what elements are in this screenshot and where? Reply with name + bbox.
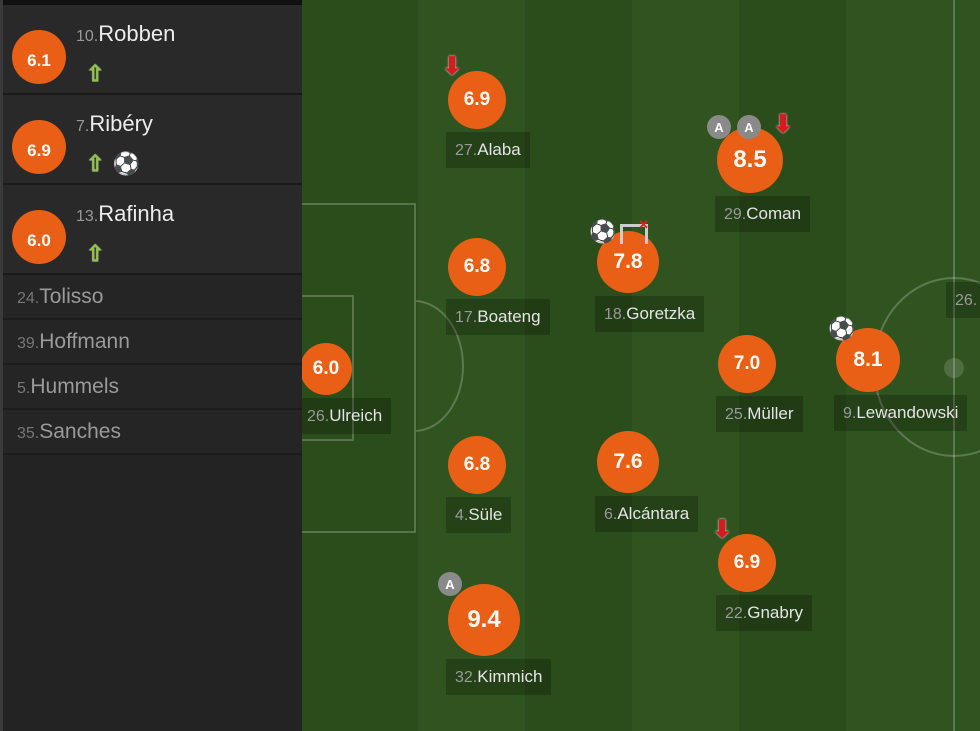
player-name-text: Tolisso — [39, 285, 104, 308]
rating-badge: 9.4 — [448, 584, 520, 656]
player-label: 26. — [946, 282, 980, 318]
assist-icon: A — [707, 115, 731, 139]
goal-ball-icon: ⚽ — [589, 219, 617, 244]
shirt-number: 35. — [17, 425, 40, 442]
player-name-text: Coman — [746, 204, 802, 223]
player-name-text: Süle — [468, 505, 503, 524]
missed-chance-icon: ✕ — [620, 217, 649, 244]
shirt-number: 39. — [17, 335, 40, 352]
shirt-number: 26. — [955, 292, 978, 309]
goal-area — [302, 295, 354, 441]
rating-badge: 6.0 — [302, 343, 352, 395]
rating-badge: 7.0 — [718, 335, 776, 393]
player-label: 6.Alcántara — [595, 496, 699, 532]
assist-icon: A — [737, 115, 761, 139]
event-icons: ⇧ — [86, 61, 104, 87]
halfway-line — [953, 0, 955, 731]
shirt-number: 7. — [76, 118, 90, 135]
player-name-text: Lewandowski — [856, 403, 959, 422]
player-name-text: Kimmich — [477, 667, 543, 686]
player-name-text: Alaba — [477, 140, 521, 159]
bench-row[interactable]: 39.Hoffmann — [3, 320, 302, 365]
substitute-row[interactable]: 6.1 10.Robben ⇧ — [3, 5, 302, 95]
bench-row[interactable]: 5.Hummels — [3, 365, 302, 410]
player-label: 25.Müller — [716, 396, 803, 432]
sub-off-arrow-icon: ⬇ — [442, 53, 463, 80]
player-label: 18.Goretzka — [595, 296, 705, 332]
player-name-text: Sanches — [39, 420, 121, 443]
assist-icon: A — [438, 572, 462, 596]
panel-top-bar — [3, 0, 302, 5]
shirt-number: 32. — [455, 669, 478, 686]
player-label: 9.Lewandowski — [834, 395, 968, 431]
shirt-number: 27. — [455, 142, 478, 159]
player-name: 7.Ribéry — [76, 111, 153, 137]
player-name-text: Müller — [747, 404, 794, 423]
pitch: 6.9 27.Alaba ⬇ 8.5 29.Coman A A ⬇ 6.8 17.Boateng 7… — [302, 0, 980, 731]
rating-badge: 6.8 — [448, 436, 506, 494]
rating-badge: 6.1 — [12, 30, 66, 84]
substitute-row[interactable]: 6.9 7.Ribéry ⇧ ⚽ — [3, 95, 302, 185]
shirt-number: 24. — [17, 290, 40, 307]
shirt-number: 13. — [76, 208, 99, 225]
center-spot — [944, 358, 964, 378]
sub-off-arrow-icon: ⬇ — [773, 111, 794, 138]
event-icons: ⇧ ⚽ — [86, 151, 140, 177]
miss-x-icon: ✕ — [638, 217, 649, 232]
player-name-text: Robben — [98, 21, 176, 46]
player-name-text: Gnabry — [747, 603, 803, 622]
shirt-number: 22. — [725, 605, 748, 622]
player-label: 27.Alaba — [446, 132, 530, 168]
player-label: 29.Coman — [715, 196, 811, 232]
rating-badge: 6.9 — [448, 71, 506, 129]
shirt-number: 25. — [725, 406, 748, 423]
rating-badge: 6.8 — [448, 238, 506, 296]
shirt-number: 17. — [455, 309, 478, 326]
player-name-text: Boateng — [477, 307, 541, 326]
bench-row[interactable]: 24.Tolisso — [3, 275, 302, 320]
shirt-number: 18. — [604, 306, 627, 323]
sub-on-arrow-icon: ⇧ — [86, 151, 105, 176]
rating-badge: 7.8 — [597, 231, 659, 293]
substitute-row[interactable]: 6.0 13.Rafinha ⇧ — [3, 185, 302, 275]
player-label: 4.Süle — [446, 497, 512, 533]
shirt-number: 6. — [604, 506, 618, 523]
sub-off-arrow-icon: ⬇ — [712, 516, 733, 543]
player-name: 13.Rafinha — [76, 201, 174, 227]
rating-badge: 8.1 — [836, 328, 900, 392]
shirt-number: 26. — [307, 408, 330, 425]
player-name-text: Rafinha — [98, 201, 175, 226]
shirt-number: 9. — [843, 405, 857, 422]
rating-badge: 6.0 — [12, 210, 66, 264]
player-name-text: Ulreich — [329, 406, 383, 425]
shirt-number: 10. — [76, 28, 99, 45]
shirt-number: 4. — [455, 507, 469, 524]
player-label: 17.Boateng — [446, 299, 550, 335]
goal-ball-icon: ⚽ — [828, 316, 856, 341]
penalty-box — [302, 203, 416, 533]
player-label: 26.Ulreich — [302, 398, 392, 434]
rating-badge: 7.6 — [597, 431, 659, 493]
shirt-number: 5. — [17, 380, 31, 397]
player-label: 22.Gnabry — [716, 595, 812, 631]
rating-badge: 8.5 — [717, 127, 783, 193]
event-icons: ⇧ — [86, 241, 104, 267]
sub-on-arrow-icon: ⇧ — [86, 61, 105, 86]
rating-badge: 6.9 — [718, 534, 776, 592]
substitutes-panel: 6.1 10.Robben ⇧ 6.9 7.Ribéry ⇧ ⚽ 6.0 13.Rafinha ⇧… — [0, 0, 302, 731]
rating-badge: 6.9 — [12, 120, 66, 174]
player-name-text: Hummels — [30, 375, 120, 398]
player-name-text: Hoffmann — [39, 330, 130, 353]
player-name-text: Alcántara — [617, 504, 690, 523]
player-name-text: Ribéry — [89, 111, 153, 136]
sub-on-arrow-icon: ⇧ — [86, 241, 105, 266]
player-label: 32.Kimmich — [446, 659, 552, 695]
goal-ball-icon: ⚽ — [112, 151, 140, 176]
bench-row[interactable]: 35.Sanches — [3, 410, 302, 455]
player-name: 10.Robben — [76, 21, 175, 47]
player-name-text: Goretzka — [626, 304, 696, 323]
shirt-number: 29. — [724, 206, 747, 223]
